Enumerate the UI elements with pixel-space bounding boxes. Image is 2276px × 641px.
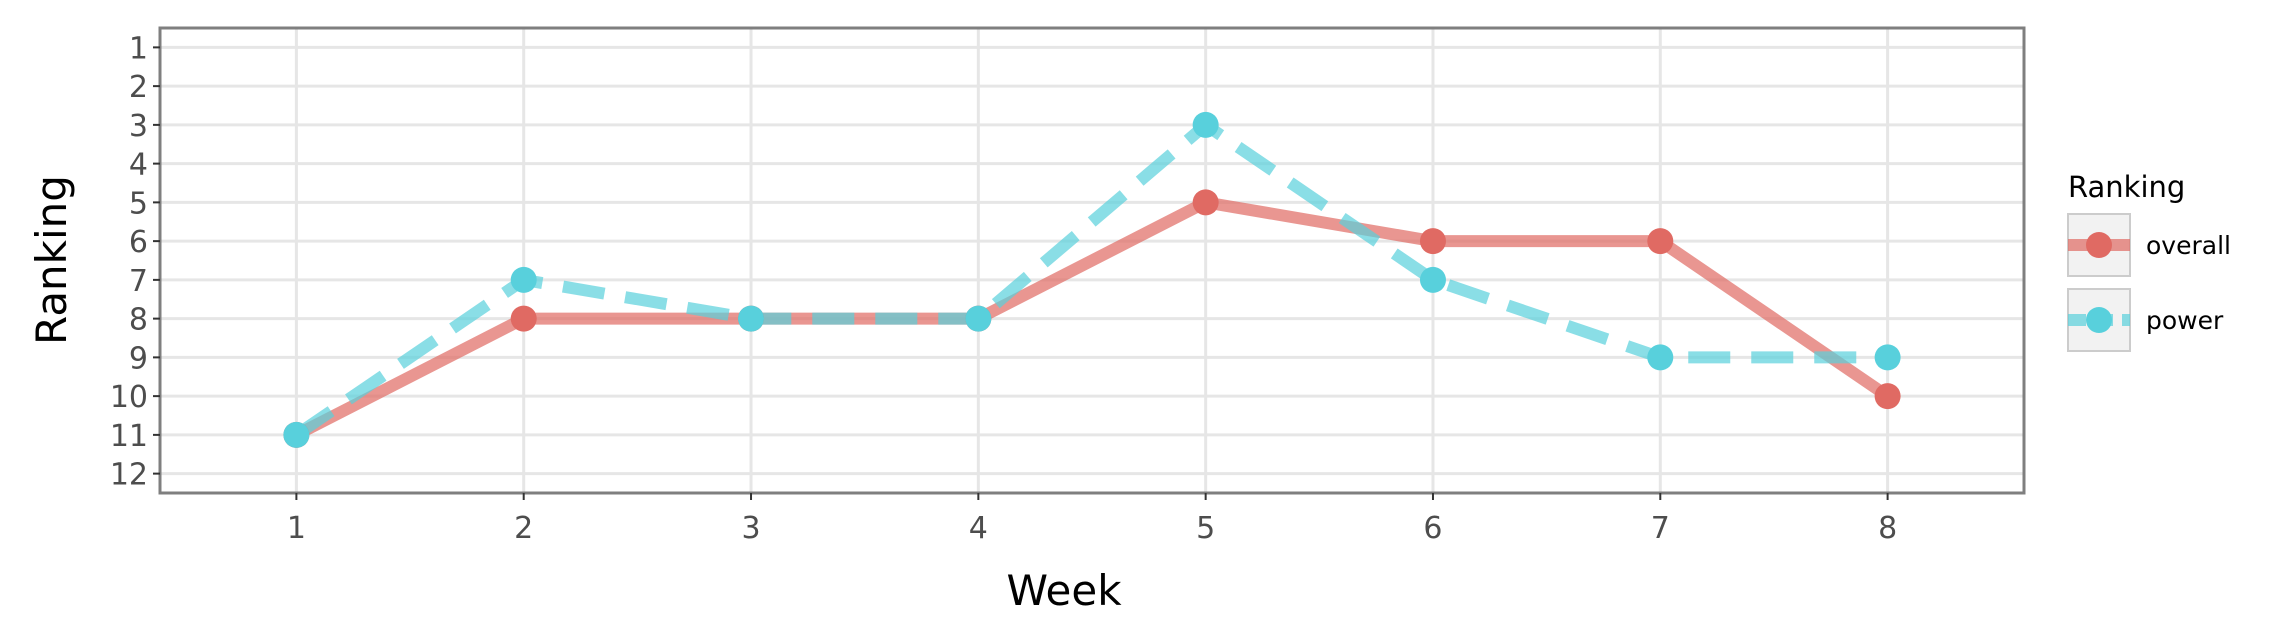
data-point-power bbox=[1419, 266, 1446, 293]
legend-title: Ranking bbox=[2068, 170, 2185, 204]
y-tick-label: 10 bbox=[110, 380, 148, 415]
y-tick-label: 6 bbox=[129, 225, 148, 260]
x-axis-title: Week bbox=[1006, 566, 1122, 615]
legend-key-point-power bbox=[2086, 307, 2112, 333]
data-point-power bbox=[283, 421, 310, 448]
x-tick-label: 8 bbox=[1878, 511, 1897, 546]
data-point-power bbox=[965, 305, 992, 332]
data-point-overall bbox=[510, 305, 537, 332]
y-axis-title: Ranking bbox=[27, 175, 76, 345]
data-point-power bbox=[738, 305, 765, 332]
y-tick-label: 8 bbox=[129, 303, 148, 338]
data-point-overall bbox=[1874, 383, 1901, 410]
x-tick-label: 2 bbox=[514, 511, 533, 546]
data-point-power bbox=[1192, 111, 1219, 138]
legend: Ranking overall power bbox=[2067, 170, 2231, 352]
x-axis: 1 2 3 4 5 6 7 8 bbox=[287, 493, 1897, 546]
y-tick-label: 1 bbox=[129, 31, 148, 66]
data-point-overall bbox=[1192, 189, 1219, 216]
data-point-power bbox=[1647, 344, 1674, 371]
x-tick-label: 4 bbox=[969, 511, 988, 546]
x-tick-label: 3 bbox=[741, 511, 760, 546]
data-point-overall bbox=[1647, 228, 1674, 255]
data-point-overall bbox=[1419, 228, 1446, 255]
legend-label-power: power bbox=[2146, 306, 2224, 335]
x-tick-label: 7 bbox=[1651, 511, 1670, 546]
y-tick-label: 9 bbox=[129, 341, 148, 376]
series-points bbox=[283, 111, 1901, 448]
legend-label-overall: overall bbox=[2146, 231, 2231, 260]
legend-key-point-overall bbox=[2086, 232, 2112, 258]
x-tick-label: 1 bbox=[287, 511, 306, 546]
y-tick-label: 11 bbox=[110, 419, 148, 454]
series-lines bbox=[293, 118, 1891, 441]
plot-panel-border bbox=[158, 26, 2026, 495]
x-tick-label: 6 bbox=[1423, 511, 1442, 546]
series-line-overall bbox=[293, 196, 1891, 441]
y-tick-label: 4 bbox=[129, 148, 148, 183]
data-point-power bbox=[1874, 344, 1901, 371]
legend-keys: overall power bbox=[2067, 213, 2231, 352]
y-tick-label: 7 bbox=[129, 264, 148, 299]
y-tick-label: 2 bbox=[129, 70, 148, 105]
x-tick-label: 5 bbox=[1196, 511, 1215, 546]
y-tick-label: 3 bbox=[129, 109, 148, 144]
data-point-power bbox=[510, 266, 537, 293]
series-line-power bbox=[293, 118, 1888, 440]
y-tick-label: 12 bbox=[110, 458, 148, 493]
y-tick-label: 5 bbox=[129, 186, 148, 221]
